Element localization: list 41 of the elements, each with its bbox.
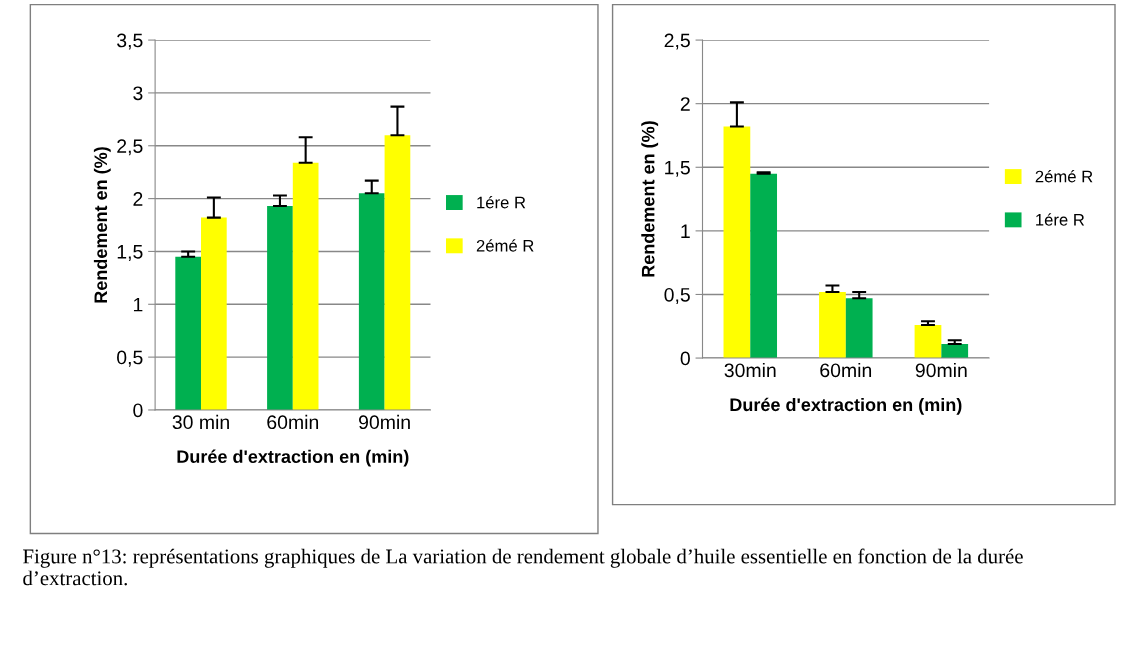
y-tick-label: 0,5 [664, 287, 690, 304]
y-tick-label: 0 [133, 403, 143, 418]
y-tick-label: 2,5 [664, 33, 690, 50]
y-tick-label: 2 [133, 192, 143, 206]
y-tick-label: 1,5 [665, 160, 690, 177]
y-tick-label: 1 [133, 297, 143, 312]
legend-label: 1ére R [477, 195, 526, 209]
bar [819, 291, 846, 359]
y-tick-label: 3 [133, 86, 143, 101]
y-axis-title: Rendement en (%) [93, 147, 111, 303]
y-axis-title: Rendement en (%) [641, 121, 659, 277]
x-tick-label: 30min [724, 362, 776, 378]
x-axis-title: Durée d'extraction en (min) [177, 449, 409, 467]
bar [292, 162, 319, 410]
text: Figure n°13: représentations graphiques de La variation de rendement globale d’huile essentielle en fonction de la durée d’extraction. [23, 548, 1023, 586]
x-tick-label: 90min [915, 362, 967, 378]
bar [201, 217, 227, 410]
bar [384, 135, 411, 410]
y-tick-label: 1,5 [117, 245, 143, 261]
y-tick-label: 3,5 [117, 33, 143, 50]
legend-label: 2émé R [476, 239, 534, 252]
y-tick-label: 0,5 [117, 350, 143, 367]
bar [267, 206, 293, 410]
bar [358, 193, 385, 410]
x-tick-label: 30 min [172, 414, 229, 430]
x-axis-title: Durée d'extraction en (min) [730, 397, 962, 415]
x-tick-label: 60min [820, 362, 872, 378]
legend-label: 2émé R [1035, 170, 1093, 183]
bar [175, 256, 202, 410]
bar [941, 344, 969, 359]
y-tick-label: 0 [680, 351, 690, 366]
bar [845, 298, 873, 359]
y-tick-label: 2,5 [117, 139, 143, 156]
y-tick-label: 2 [680, 97, 690, 111]
bar [750, 173, 778, 359]
legend-label: 1ére R [1036, 213, 1085, 226]
bar [723, 126, 751, 359]
bar [914, 324, 942, 359]
x-tick-label: 60min [267, 414, 319, 430]
x-tick-label: 90min [359, 414, 410, 430]
y-tick-label: 1 [681, 224, 690, 238]
